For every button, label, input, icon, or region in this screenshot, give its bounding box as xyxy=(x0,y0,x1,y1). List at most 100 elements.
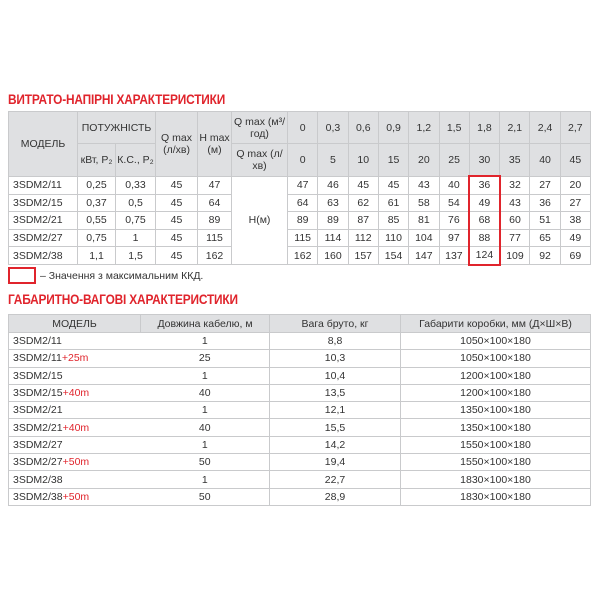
model-cell: 3SDM2/11+25m xyxy=(8,349,141,368)
box-dimensions-cell: 1350×100×180 xyxy=(400,418,591,437)
table-row: 3SDM2/38+50m 50 28,9 1830×100×180 xyxy=(8,487,591,506)
model-cell: 3SDM2/11 xyxy=(8,331,141,351)
flow-lmin-header: 20 xyxy=(408,143,440,177)
weight-cell: 22,7 xyxy=(269,470,401,489)
weight-cell: 12,1 xyxy=(269,401,401,420)
section-title-performance: ВИТРАТО-НАПІРНІ ХАРАКТЕРИСТИКИ xyxy=(8,92,226,107)
weight-cell: 19,4 xyxy=(269,453,401,472)
table-row: 3SDM2/21+40m 40 15,5 1350×100×180 xyxy=(8,418,591,437)
h-cell: 115 xyxy=(197,228,233,247)
flow-lmin-header: 25 xyxy=(438,143,470,177)
table-row: 3SDM2/15+40m 40 13,5 1200×100×180 xyxy=(8,383,591,403)
head-value-cell: 76 xyxy=(438,211,470,230)
performance-table: МОДЕЛЬ ПОТУЖНІСТЬ Q max (л/хв) H max (м)… xyxy=(8,111,592,266)
h-cell: 64 xyxy=(197,193,233,212)
kw-cell: 0,25 xyxy=(77,175,116,195)
flow-lmin-header: 0 xyxy=(287,143,319,177)
hp-cell: 1,5 xyxy=(114,246,157,265)
weight-cell: 8,8 xyxy=(269,331,401,351)
box-dimensions-cell: 1200×100×180 xyxy=(400,383,591,403)
head-value-cell: 43 xyxy=(408,175,440,195)
weight-cell: 28,9 xyxy=(269,487,401,506)
table-row: 3SDM2/15 0,37 0,5 45 64 64 63 62 61 58 54 49 43 36 27 xyxy=(8,193,592,212)
head-value-cell: 114 xyxy=(317,228,349,247)
table-row: 3SDM2/27 1 14,2 1550×100×180 xyxy=(8,435,591,455)
flow-m3-header: 1,2 xyxy=(408,111,440,144)
model-name: 3SDM2/11 xyxy=(13,352,62,365)
highlight-legend-box xyxy=(8,267,36,284)
model-name: 3SDM2/21 xyxy=(13,404,63,417)
cable-length-cell: 1 xyxy=(140,470,270,489)
header-kw: кВт, P₂ xyxy=(77,143,116,177)
cable-length-cell: 50 xyxy=(140,453,270,472)
header-qmax-m3: Q max (м³/год) xyxy=(231,111,289,144)
table-row: 3SDM2/21 0,55 0,75 45 89 89 89 87 85 81 76 68 60 51 38 xyxy=(8,211,592,230)
flow-lmin-header: 10 xyxy=(347,143,379,177)
model-cell: 3SDM2/38 xyxy=(8,246,78,265)
head-value-cell: 46 xyxy=(317,175,349,195)
header-power: ПОТУЖНІСТЬ xyxy=(76,111,157,144)
head-value-cell: 89 xyxy=(317,211,349,230)
flow-lmin-header: 15 xyxy=(377,143,410,177)
head-value-cell: 137 xyxy=(438,246,470,265)
head-value-cell: 36 xyxy=(529,193,561,212)
head-value-cell: 40 xyxy=(438,175,470,195)
head-value-cell: 88 xyxy=(468,228,501,247)
head-value-cell: 160 xyxy=(317,246,349,265)
table-row: 3SDM2/15 1 10,4 1200×100×180 xyxy=(8,366,591,385)
model-name: 3SDM2/38 xyxy=(13,490,63,503)
flow-m3-header: 0,9 xyxy=(377,111,410,144)
head-value-cell: 62 xyxy=(347,193,379,212)
head-value-cell: 38 xyxy=(559,211,592,230)
head-value-cell: 97 xyxy=(438,228,470,247)
cable-suffix: +50m xyxy=(62,490,90,503)
table-row: 3SDM2/38 1 22,7 1830×100×180 xyxy=(8,470,591,489)
head-value-cell: 65 xyxy=(529,228,561,247)
head-value-cell: 77 xyxy=(499,228,531,247)
cable-length-cell: 1 xyxy=(140,366,270,385)
hp-cell: 0,33 xyxy=(114,175,157,195)
head-value-cell: 51 xyxy=(529,211,561,230)
hp-cell: 0,75 xyxy=(114,211,157,230)
head-value-cell: 154 xyxy=(377,246,410,265)
header-cable-length: Довжина кабелю, м xyxy=(140,314,270,333)
box-dimensions-cell: 1830×100×180 xyxy=(400,487,591,506)
model-name: 3SDM2/21 xyxy=(13,421,63,434)
dimensions-table: МОДЕЛЬ Довжина кабелю, м Вага бруто, кг … xyxy=(8,314,591,506)
cable-suffix: +40m xyxy=(62,387,90,400)
head-value-cell: 124 xyxy=(468,246,501,266)
model-name: 3SDM2/27 xyxy=(13,438,63,451)
head-value-cell: 104 xyxy=(408,228,440,247)
kw-cell: 0,55 xyxy=(77,211,116,230)
h-cell: 162 xyxy=(197,246,233,265)
model-cell: 3SDM2/38 xyxy=(8,470,141,489)
flow-m3-header: 1,5 xyxy=(438,111,470,144)
table-row: 3SDM2/38 1,1 1,5 45 162 162 160 157 154 147 137 124… xyxy=(8,246,592,266)
q-cell: 45 xyxy=(155,246,199,265)
model-cell: 3SDM2/15 xyxy=(8,366,141,385)
header-hmax: H max (м) xyxy=(197,111,233,177)
box-dimensions-cell: 1050×100×180 xyxy=(400,331,591,351)
cable-length-cell: 1 xyxy=(140,401,270,420)
head-value-cell: 27 xyxy=(529,175,561,195)
head-value-cell: 49 xyxy=(559,228,592,247)
table-row: 3SDM2/11+25m 25 10,3 1050×100×180 xyxy=(8,349,591,368)
header-qmax-lmin: Q max (л/хв) xyxy=(231,143,289,177)
box-dimensions-cell: 1830×100×180 xyxy=(400,470,591,489)
cable-length-cell: 25 xyxy=(140,349,270,368)
head-value-cell: 60 xyxy=(499,211,531,230)
flow-m3-header: 1,8 xyxy=(468,111,501,144)
cable-suffix: +50m xyxy=(62,456,90,469)
head-value-cell: 85 xyxy=(377,211,410,230)
head-value-cell: 157 xyxy=(347,246,379,265)
box-dimensions-cell: 1050×100×180 xyxy=(400,349,591,368)
head-value-cell: 68 xyxy=(468,211,501,230)
section-title-dimensions: ГАБАРИТНО-ВАГОВІ ХАРАКТЕРИСТИКИ xyxy=(8,292,238,307)
table-row: 3SDM2/27+50m 50 19,4 1550×100×180 xyxy=(8,453,591,472)
legend: – Значення з максимальним ККД. xyxy=(8,267,203,284)
model-cell: 3SDM2/15 xyxy=(8,193,78,212)
head-value-cell: 162 xyxy=(287,246,319,265)
head-value-cell: 58 xyxy=(408,193,440,212)
model-name: 3SDM2/15 xyxy=(13,387,63,400)
head-value-cell: 109 xyxy=(499,246,531,265)
